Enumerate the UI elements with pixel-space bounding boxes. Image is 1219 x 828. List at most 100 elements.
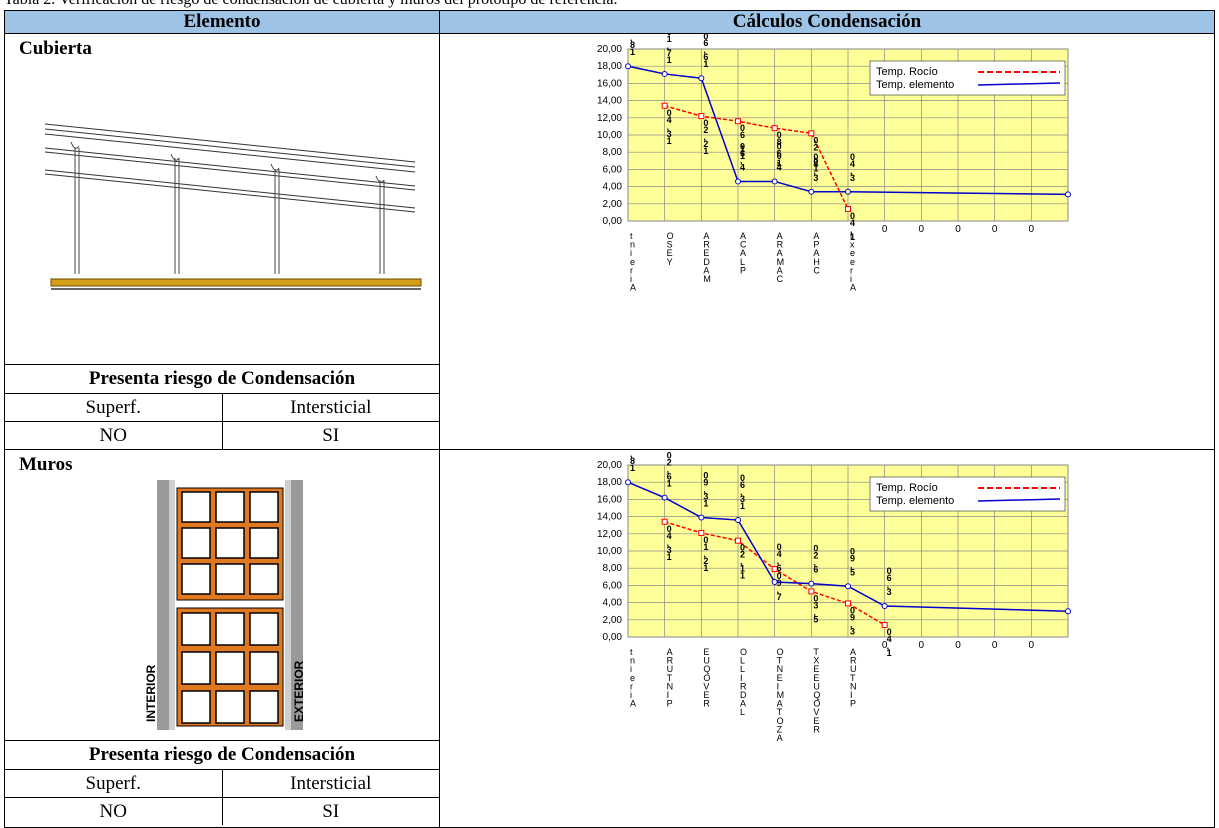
legend-swatch [977,498,1061,502]
cubierta-condensation-chart: 20,00 18,00 16,00 14,00 12,00 10,00 8,00 6,00 4,… [597,19,1071,293]
x-tick-label: 0 [955,640,961,651]
data-label: 01,71 [667,34,672,65]
data-point [625,479,631,486]
data-point [625,63,631,70]
data-point [661,70,668,77]
y-tick-label: 4,00 [603,598,623,609]
data-point [698,529,705,536]
legend-label: Temp. elemento [876,79,954,91]
roof-drawing [45,123,422,290]
y-tick-label: 12,00 [597,113,622,124]
y-tick-label: 16,00 [597,494,622,505]
data-point [881,621,888,628]
header-element: Elemento [4,10,440,34]
data-point [771,178,778,185]
data-point [771,578,778,585]
muros-chart-cell: 20,00 18,00 16,00 14,00 12,00 10,00 8,00 6,00 4,… [439,435,1215,828]
data-point [771,125,778,132]
exterior-label: EXTERIOR [292,660,305,722]
data-point [698,113,705,120]
x-tick-label: 0 [992,224,998,235]
series-line-element [627,65,1069,196]
legend [869,60,1066,96]
y-tick-label: 14,00 [597,512,622,523]
y-tick-label: 4,00 [603,182,623,193]
muros-condensation-chart: 20,00 18,00 16,00 14,00 12,00 10,00 8,00 6,00 4,… [597,435,1071,743]
data-point [845,188,851,195]
legend-swatch [977,82,1061,86]
y-tick-label: 2,00 [603,615,623,626]
intersticial-label: Intersticial [221,393,439,422]
data-point [881,603,888,610]
risk-title: Presenta riesgo de Condensación [5,364,439,394]
condensation-table: Elemento Cálculos Condensación Cubierta [4,10,1215,828]
data-point [1065,608,1071,615]
cubierta-risk-table: Presenta riesgo de Condensación Superf. … [5,364,439,449]
y-tick-label: 20,00 [597,460,622,471]
x-tick-label: 0 [919,640,925,651]
header-calculations: Cálculos Condensación [439,10,1215,34]
y-tick-label: 12,00 [597,529,622,540]
muros-cell: Muros INTERIOR [4,449,440,828]
series-line-dew [664,105,849,210]
x-tick-label: 0 [882,640,888,651]
data-point [845,600,851,607]
data-point [735,118,741,125]
y-tick-label: 0,00 [603,632,623,643]
y-tick-label: 16,00 [597,78,622,89]
data-label: 00,81 [630,450,635,473]
data-point [808,188,815,195]
legend-label: Temp. Rocío [876,66,938,78]
data-point [698,514,705,521]
y-tick-label: 8,00 [603,563,623,574]
superficial-value: NO [5,797,223,825]
y-tick-label: 2,00 [603,199,623,210]
y-tick-label: 6,00 [603,164,623,175]
x-tick-label: 0 [919,224,925,235]
y-tick-label: 8,00 [603,147,623,158]
intersticial-label: Intersticial [221,769,439,798]
y-tick-label: 10,00 [597,130,622,141]
data-point [771,566,778,573]
x-tick-label: 0 [882,224,888,235]
data-point [735,178,741,185]
x-tick-label: 0 [992,640,998,651]
intersticial-value: SI [221,421,439,449]
cubierta-cell: Cubierta [4,33,440,450]
element-name-cubierta: Cubierta [19,38,92,59]
data-point [698,75,705,82]
x-tick-label: 0 [1029,640,1035,651]
table-caption: Tabla 2. Verificación de riesgo de conde… [4,0,617,9]
intersticial-value: SI [221,797,439,825]
